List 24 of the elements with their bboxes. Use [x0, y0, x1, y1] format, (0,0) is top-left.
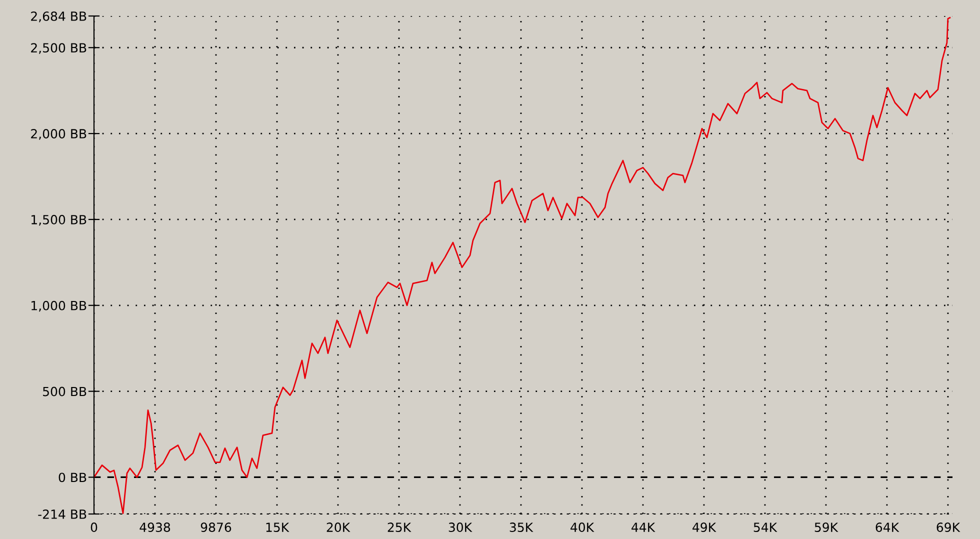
y-tick-label: -214 BB: [38, 509, 86, 519]
x-tick-label: 54K: [754, 522, 778, 532]
x-tick-label: 69K: [936, 522, 960, 532]
x-tick-label: 0: [90, 522, 98, 532]
x-tick-label: 20K: [326, 522, 350, 532]
x-tick-label: 40K: [570, 522, 594, 532]
x-tick-label: 25K: [388, 522, 412, 532]
x-tick-label: 30K: [448, 522, 472, 532]
y-tick-label: 1,500 BB: [32, 214, 86, 226]
x-tick-label: 4938: [140, 522, 170, 532]
y-tick-label: 0 BB: [58, 472, 86, 482]
y-tick-label: 2,684 BB: [31, 11, 86, 22]
x-tick-label: 35K: [510, 522, 534, 532]
x-tick-label: 44K: [632, 522, 656, 532]
x-tick-label: 9876: [200, 522, 232, 532]
x-tick-label: 64K: [876, 522, 900, 532]
x-tick-label: 49K: [692, 522, 716, 532]
y-tick-label: 1,000 BB: [32, 300, 86, 312]
y-tick-label: 500 BB: [43, 386, 86, 396]
y-tick-label: 2,000 BB: [31, 129, 86, 140]
line-series: [94, 17, 951, 514]
y-tick-label: 2,500 BB: [31, 43, 86, 54]
x-tick-label: 59K: [814, 522, 838, 532]
x-tick-label: 15K: [266, 522, 290, 532]
